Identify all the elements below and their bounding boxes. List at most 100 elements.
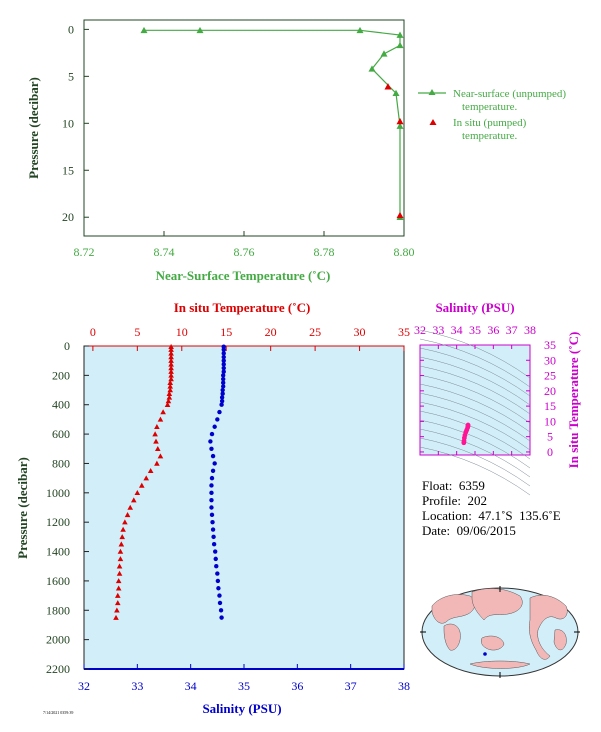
salinity-point <box>209 490 214 496</box>
top-unpumped-point <box>356 26 364 34</box>
legend-triangle-red-icon <box>429 119 437 125</box>
top-axes: 8.72 8.74 8.76 8.78 8.80 0 5 10 15 20 <box>62 22 415 259</box>
main-plot-area <box>83 345 405 670</box>
footer-timestamp: 7/14/2021 0359:39 <box>43 710 74 715</box>
top-panel: 8.72 8.74 8.76 8.78 8.80 0 5 10 15 20 Pressure (d… <box>26 19 566 283</box>
salinity-point <box>219 615 224 620</box>
ts-y-tick-label: 0 <box>547 445 553 459</box>
salinity-point <box>220 391 225 396</box>
float-id: Float: 6359 <box>422 478 485 493</box>
top-y-tick-label: 20 <box>62 210 74 224</box>
salinity-point <box>209 512 215 518</box>
main-y-tick-label: 2000 <box>46 633 70 647</box>
temperature-point <box>168 365 174 371</box>
top-pumped-point <box>396 117 404 125</box>
density-contour <box>419 365 531 415</box>
profile-number: Profile: 202 <box>422 493 487 508</box>
ts-right-label: In situ Temperature (˚C) <box>566 332 581 469</box>
main-bottom-tick-label: 32 <box>78 679 90 693</box>
salinity-point <box>221 365 226 371</box>
salinity-point <box>221 362 226 367</box>
temperature-point <box>166 390 173 396</box>
temperature-point <box>168 357 174 363</box>
temperature-point <box>117 548 124 554</box>
top-x-tick-label: 8.74 <box>154 245 175 259</box>
top-unpumped-point <box>396 41 404 49</box>
salinity-point <box>218 608 224 613</box>
temperature-point <box>153 438 159 444</box>
legend-entry-unpumped-line1: Near-surface (unpumped) <box>453 88 566 100</box>
temperature-point <box>154 423 160 429</box>
temperature-point <box>115 585 122 591</box>
top-y-tick-label: 15 <box>62 163 74 177</box>
salinity-point <box>213 556 218 562</box>
temperature-point <box>147 467 154 474</box>
top-unpumped-point <box>196 26 204 34</box>
density-contour <box>419 383 531 433</box>
top-unpumped-point <box>396 31 404 38</box>
salinity-point <box>208 439 213 444</box>
temperature-point <box>120 526 126 532</box>
salinity-point <box>209 505 214 510</box>
ts-x-tick-label: 36 <box>487 323 499 337</box>
temperature-point <box>124 512 131 518</box>
salinity-point <box>217 600 223 606</box>
main-bottom-tick-label: 36 <box>291 679 303 693</box>
ts-top-label: Salinity (PSU) <box>435 300 514 315</box>
top-y-tick-label: 10 <box>62 116 74 130</box>
temperature-point <box>130 497 137 503</box>
temperature-point <box>114 607 120 613</box>
temperature-point <box>143 475 150 481</box>
top-x-tick-label: 8.72 <box>74 245 95 259</box>
top-pumped-point <box>384 83 392 90</box>
profile-info: Float: 6359 Profile: 202 Location: 47.1˚… <box>422 478 561 538</box>
main-y-tick-label: 1400 <box>46 545 70 559</box>
top-unpumped-line <box>144 29 401 218</box>
density-contour <box>419 437 531 487</box>
temperature-point <box>116 563 123 569</box>
main-y-tick-label: 1000 <box>46 486 70 500</box>
ts-y-tick-label: 10 <box>544 414 556 428</box>
map-ticks <box>420 586 580 678</box>
main-y-tick-label: 1200 <box>46 515 70 529</box>
main-y-axis-label: Pressure (decibar) <box>15 457 30 559</box>
legend-triangle-green-icon <box>428 89 436 95</box>
salinity-point <box>210 468 216 473</box>
main-top-tick-label: 15 <box>220 325 232 339</box>
temperature-point <box>116 570 123 576</box>
temperature-point <box>114 600 121 606</box>
salinity-point <box>219 398 225 404</box>
ts-plot-area <box>419 344 531 456</box>
ts-x-tick-label: 38 <box>524 323 536 337</box>
temperature-point <box>154 460 160 466</box>
density-contour <box>419 329 531 379</box>
temperature-point <box>114 592 121 598</box>
main-y-tick-label: 800 <box>52 456 70 470</box>
main-bottom-tick-label: 38 <box>398 679 410 693</box>
salinity-point <box>221 369 226 374</box>
density-contour <box>419 401 531 451</box>
temperature-point <box>168 354 174 360</box>
ts-x-tick-label: 32 <box>414 323 426 337</box>
ts-y-tick-label: 25 <box>544 369 556 383</box>
density-contour <box>419 356 531 406</box>
top-x-tick-label: 8.78 <box>314 245 335 259</box>
main-top-tick-label: 35 <box>398 325 410 339</box>
salinity-point <box>210 453 216 459</box>
ts-x-tick-label: 37 <box>506 323 518 337</box>
salinity-point <box>214 564 219 569</box>
date: Date: 09/06/2015 <box>422 523 516 538</box>
salinity-point <box>221 380 226 385</box>
ts-y-tick-label: 5 <box>547 430 553 444</box>
temperature-point <box>168 368 174 374</box>
top-y-tick-label: 0 <box>68 22 74 36</box>
main-y-tick-label: 400 <box>52 398 70 412</box>
top-y-tick-label: 5 <box>68 69 74 83</box>
temperature-point <box>167 387 174 393</box>
main-bottom-tick-label: 37 <box>345 679 357 693</box>
temperature-point <box>157 453 164 459</box>
main-y-tick-label: 600 <box>52 427 70 441</box>
main-top-tick-label: 5 <box>134 325 140 339</box>
main-top-tick-label: 25 <box>309 325 321 339</box>
